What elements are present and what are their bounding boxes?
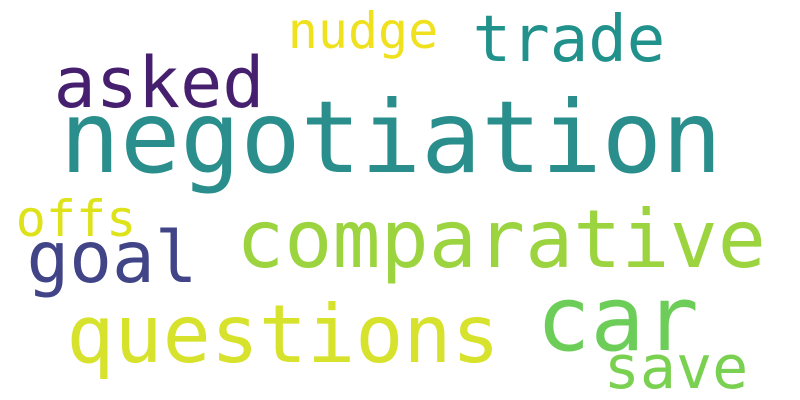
word-car: car — [536, 267, 699, 372]
word-trade: trade — [472, 3, 666, 77]
word-asked: asked — [53, 42, 265, 124]
word-negotiation: negotiation — [59, 79, 723, 196]
word-questions: questions — [66, 288, 500, 381]
word-save: save — [603, 333, 749, 400]
word-goal: goal — [26, 215, 198, 299]
word-nudge: nudge — [287, 2, 439, 60]
word-offs: offs — [15, 190, 137, 248]
word-comparative: comparative — [236, 193, 766, 286]
